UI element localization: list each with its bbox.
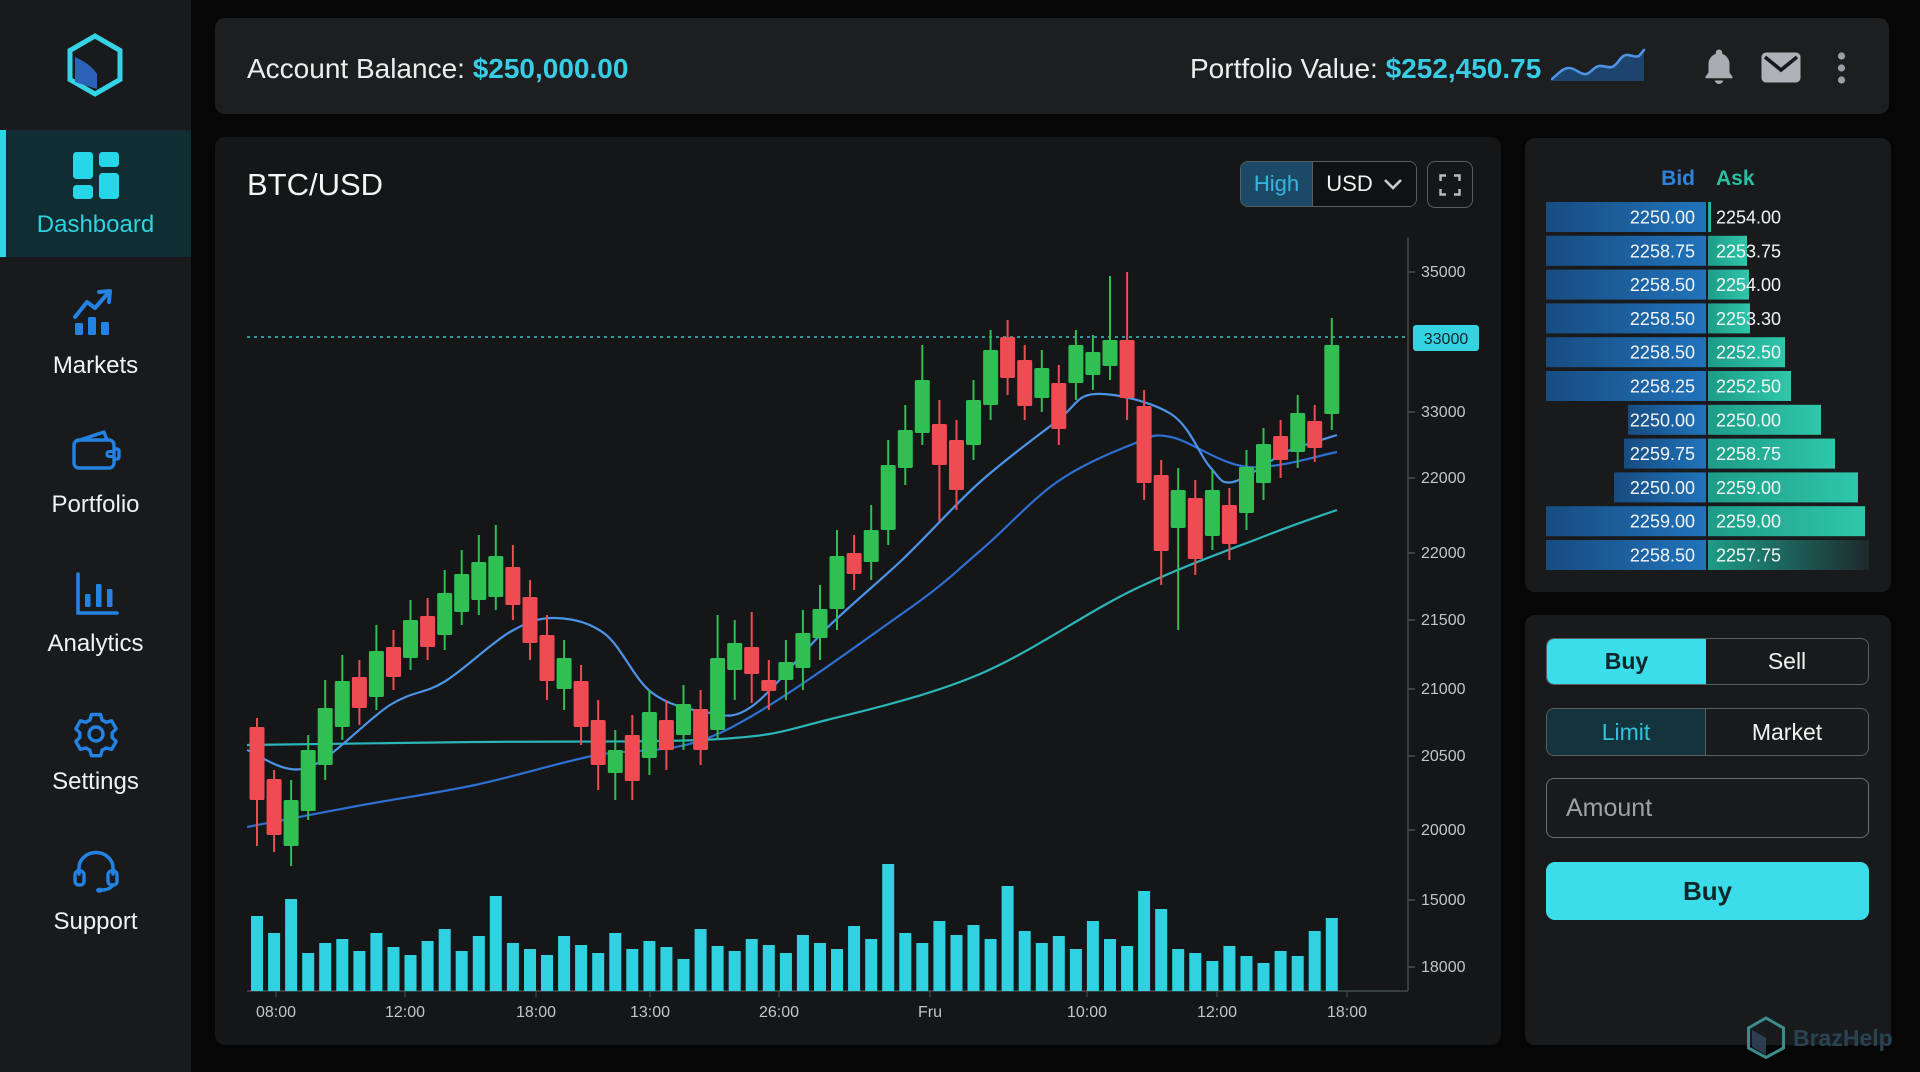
- svg-text:Bid: Bid: [1661, 167, 1695, 190]
- svg-text:12:00: 12:00: [385, 1004, 425, 1021]
- svg-text:20500: 20500: [1421, 748, 1466, 765]
- svg-text:2258.50: 2258.50: [1630, 275, 1695, 295]
- svg-text:2259.00: 2259.00: [1716, 512, 1781, 532]
- svg-text:2258.25: 2258.25: [1630, 377, 1695, 397]
- svg-text:2259.00: 2259.00: [1716, 478, 1781, 498]
- svg-text:22000: 22000: [1421, 470, 1466, 487]
- svg-text:2258.75: 2258.75: [1630, 241, 1695, 261]
- svg-text:2250.00: 2250.00: [1630, 208, 1695, 228]
- svg-text:2250.00: 2250.00: [1630, 410, 1695, 430]
- svg-text:2257.75: 2257.75: [1716, 546, 1781, 566]
- svg-text:2259.75: 2259.75: [1630, 444, 1695, 464]
- svg-text:2253.30: 2253.30: [1716, 309, 1781, 329]
- svg-text:2252.50: 2252.50: [1716, 343, 1781, 363]
- svg-text:15000: 15000: [1421, 892, 1466, 909]
- svg-text:2250.00: 2250.00: [1630, 478, 1695, 498]
- svg-text:2253.75: 2253.75: [1716, 241, 1781, 261]
- svg-text:2258.75: 2258.75: [1716, 444, 1781, 464]
- svg-text:13:00: 13:00: [630, 1004, 670, 1021]
- svg-text:33000: 33000: [1424, 331, 1469, 348]
- svg-text:35000: 35000: [1421, 264, 1466, 281]
- svg-text:18:00: 18:00: [1327, 1004, 1367, 1021]
- svg-text:21000: 21000: [1421, 681, 1466, 698]
- svg-text:2252.50: 2252.50: [1716, 377, 1781, 397]
- svg-text:2254.00: 2254.00: [1716, 208, 1781, 228]
- svg-text:2250.00: 2250.00: [1716, 410, 1781, 430]
- svg-text:20000: 20000: [1421, 822, 1466, 839]
- svg-text:33000: 33000: [1421, 404, 1466, 421]
- svg-text:Ask: Ask: [1716, 167, 1755, 190]
- svg-text:21500: 21500: [1421, 612, 1466, 629]
- svg-text:Fru: Fru: [918, 1004, 942, 1021]
- svg-text:2258.50: 2258.50: [1630, 546, 1695, 566]
- svg-text:08:00: 08:00: [256, 1004, 296, 1021]
- svg-text:2254.00: 2254.00: [1716, 275, 1781, 295]
- svg-text:2258.50: 2258.50: [1630, 309, 1695, 329]
- svg-text:18:00: 18:00: [516, 1004, 556, 1021]
- svg-text:10:00: 10:00: [1067, 1004, 1107, 1021]
- svg-text:12:00: 12:00: [1197, 1004, 1237, 1021]
- svg-text:22000: 22000: [1421, 545, 1466, 562]
- svg-text:2258.50: 2258.50: [1630, 343, 1695, 363]
- svg-text:18000: 18000: [1421, 959, 1466, 976]
- svg-text:2259.00: 2259.00: [1630, 512, 1695, 532]
- svg-text:26:00: 26:00: [759, 1004, 799, 1021]
